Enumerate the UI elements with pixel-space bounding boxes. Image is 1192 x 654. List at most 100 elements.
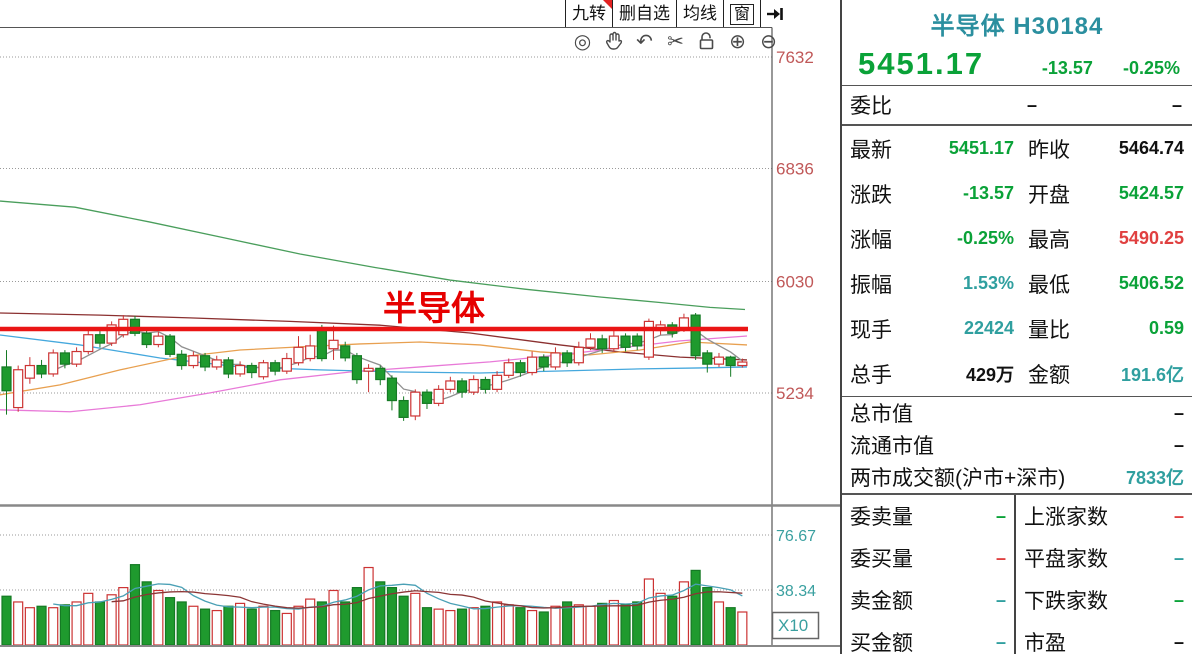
field-label: 上涨家数 — [1024, 506, 1108, 529]
toolbar-button-均线[interactable]: 均线 — [676, 0, 723, 27]
candle — [129, 318, 141, 334]
volume-bar — [281, 612, 292, 646]
volume-bar — [515, 607, 526, 646]
kline-chart[interactable]: 半导体 7632 6836 6030 5234 76.67 38.34 X10 — [0, 0, 840, 654]
price-row: 5451.17 -13.57 -0.25% — [842, 41, 1192, 85]
quote-row-涨跌: 涨跌 -13.57 开盘 5424.57 — [842, 171, 1192, 216]
volume-bar — [24, 607, 35, 646]
volume-bar — [386, 587, 398, 646]
candle — [258, 362, 269, 378]
candle — [351, 355, 362, 381]
candle — [515, 362, 526, 374]
scissors-icon[interactable]: ✂ — [667, 29, 684, 53]
volume-bar — [188, 605, 199, 646]
volume-bar — [235, 602, 246, 646]
toolbar-button-窗[interactable]: 窗 — [723, 0, 760, 27]
candle — [223, 359, 234, 375]
field-label: 两市成交额(沪市+深市) — [850, 467, 1066, 490]
volume-bar — [83, 592, 94, 646]
candle — [538, 356, 549, 368]
field-value: – — [995, 547, 1006, 568]
chart-tool-icons: ◎ ↶ ✂ ⊕ ⊖ — [571, 29, 780, 53]
candle — [363, 367, 374, 372]
field-label: 流通市值 — [850, 435, 934, 458]
candle — [550, 352, 561, 368]
volume-bar — [48, 607, 59, 646]
price-change-pct: -0.25% — [1122, 58, 1180, 78]
quote-panel: 半导体 H30184 5451.17 -13.57 -0.25% 委比 – – … — [840, 0, 1192, 654]
candle — [164, 335, 176, 355]
volume-bar — [433, 608, 444, 646]
candle — [235, 364, 246, 375]
toolbar-boxed-label: 窗 — [730, 4, 755, 25]
price-tick-label: 6030 — [776, 272, 814, 291]
field-value: 0.59 — [1148, 318, 1184, 338]
field-label: 市盈 — [1024, 632, 1066, 654]
field-value: 5451.17 — [948, 138, 1014, 158]
weibi-row: 委比 – – — [842, 86, 1192, 126]
volume-bar — [363, 566, 374, 646]
volume-bar — [36, 605, 47, 646]
volume-bar — [667, 595, 678, 646]
candle — [293, 346, 304, 364]
candle — [375, 367, 386, 381]
candle — [713, 356, 725, 365]
volume-bar — [620, 604, 631, 646]
volume-bar — [270, 609, 281, 646]
toolbar-button-删自选[interactable]: 删自选 — [612, 0, 676, 27]
field-value: – — [1173, 547, 1184, 568]
volume-bar — [94, 601, 106, 646]
field-label: 涨跌 — [850, 183, 892, 207]
volume-bar — [153, 589, 164, 646]
quote-rows: 最新 5451.17 昨收 5464.74 涨跌 -13.57 开盘 5424.57 涨幅 -0.… — [842, 126, 1192, 396]
ma-magenta — [0, 335, 748, 413]
candle — [24, 364, 35, 379]
zoom-in-icon[interactable]: ⊕ — [729, 29, 746, 53]
volume-bar — [608, 599, 619, 646]
cap-row-总市值: 总市值 – — [842, 397, 1192, 429]
volume-bar — [246, 608, 257, 646]
undo-icon[interactable]: ↶ — [636, 29, 653, 53]
lock-open-icon[interactable] — [695, 29, 718, 53]
collapse-panel-arrow-icon[interactable] — [760, 0, 789, 27]
quote-row-现手: 现手 22424 量比 0.59 — [842, 306, 1192, 351]
volume-bar — [305, 598, 316, 646]
stat-cell-委买量: 委买量 – — [842, 537, 1016, 579]
eye-icon[interactable]: ◎ — [573, 29, 592, 53]
weicha-value: – — [1171, 94, 1182, 115]
candle — [410, 391, 421, 417]
divider — [842, 85, 1192, 86]
candle — [503, 362, 514, 376]
field-value: – — [995, 631, 1006, 652]
volume-bar — [643, 578, 655, 646]
toolbar-button-九转[interactable]: 九转 — [565, 0, 612, 27]
candle — [573, 346, 584, 364]
volume-bar — [258, 605, 269, 646]
volume-bar — [573, 604, 584, 646]
candle — [585, 338, 596, 348]
candle — [71, 350, 82, 365]
candle — [597, 338, 608, 350]
stat-cell-市盈: 市盈 – — [1016, 621, 1192, 654]
field-value: – — [1173, 402, 1184, 423]
candle — [94, 334, 106, 344]
field-label: 买金额 — [850, 632, 913, 654]
volume-bar — [632, 601, 643, 646]
market-cap-rows: 总市值 – 流通市值 – 两市成交额(沪市+深市) 7833亿 — [842, 396, 1192, 495]
ma-green-long — [0, 200, 746, 311]
weibi-label: 委比 — [850, 95, 892, 118]
candle — [398, 399, 409, 418]
last-price: 5451.17 — [858, 46, 985, 81]
candle — [562, 352, 573, 364]
volume-bar — [13, 601, 24, 646]
candle — [281, 357, 292, 372]
candle — [643, 320, 655, 358]
candle — [340, 345, 351, 359]
zoom-out-icon[interactable]: ⊖ — [760, 29, 777, 53]
candle — [737, 361, 748, 367]
volume-bar — [1, 595, 12, 646]
volume-bar — [491, 601, 503, 646]
candle — [468, 378, 479, 393]
candle — [386, 377, 398, 402]
hand-icon[interactable] — [602, 29, 625, 53]
